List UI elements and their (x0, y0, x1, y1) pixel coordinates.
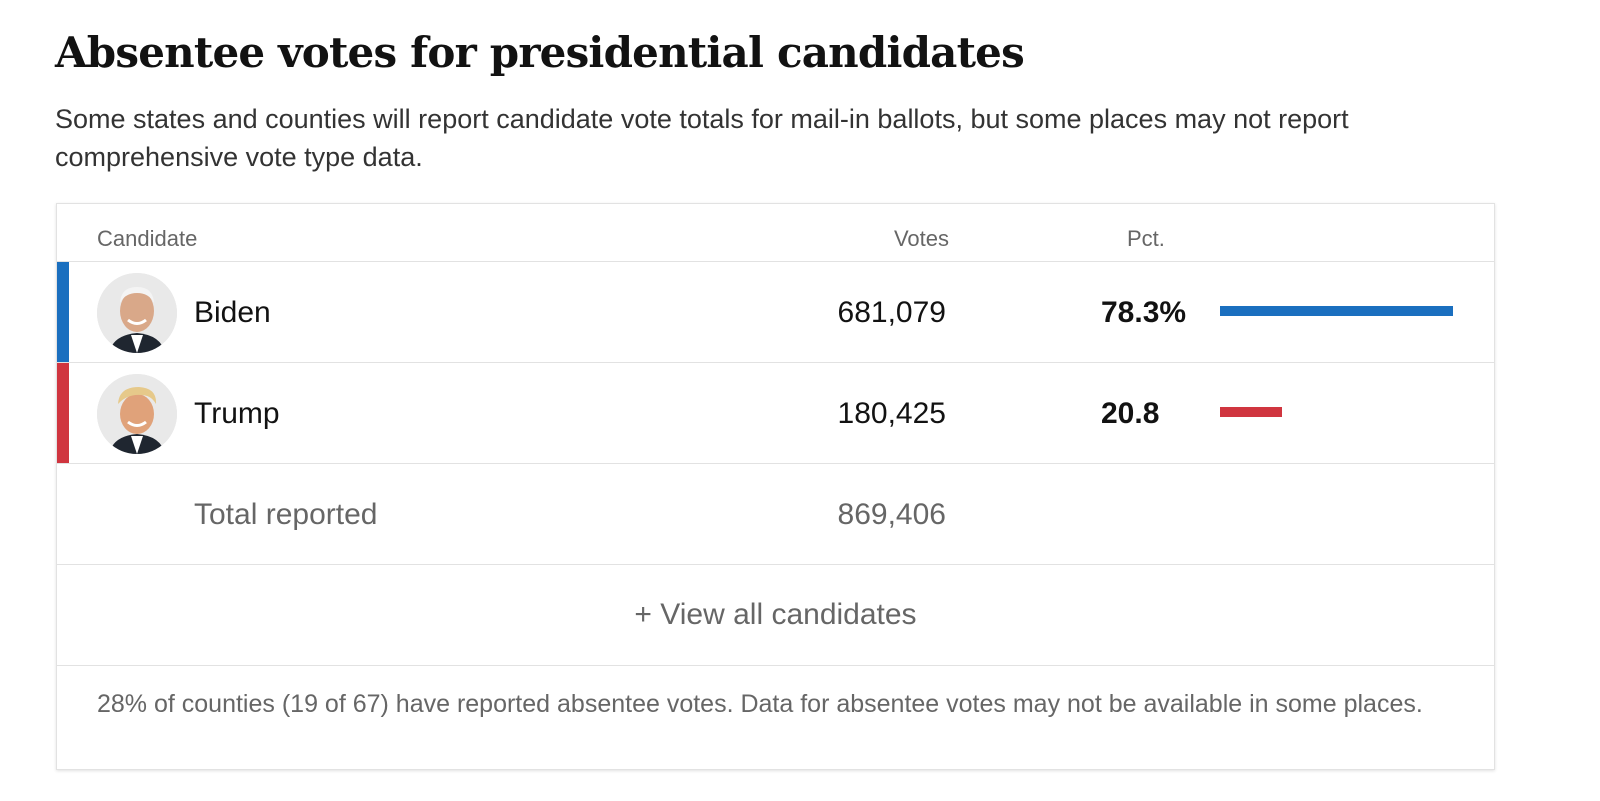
candidate-pct: 78.3% (1101, 296, 1187, 329)
candidate-avatar-trump (97, 374, 177, 454)
absentee-results-table: Candidate Votes Pct. Biden 681,079 78.3% (56, 203, 1495, 770)
party-stripe (57, 262, 69, 362)
candidate-row-trump: Trump 180,425 20.8 (57, 363, 1494, 464)
candidate-name: Trump (194, 397, 280, 430)
header-votes: Votes (893, 226, 949, 251)
candidate-votes: 681,079 (837, 296, 946, 329)
candidate-pct: 20.8 (1101, 397, 1160, 430)
total-label: Total reported (194, 498, 378, 531)
candidate-name: Biden (194, 296, 271, 329)
header-candidate: Candidate (97, 226, 198, 251)
page-subtitle: Some states and counties will report can… (55, 104, 1349, 172)
view-all-row: + View all candidates (57, 565, 1494, 666)
vote-share-bar (1220, 407, 1282, 417)
header-pct: Pct. (1127, 226, 1165, 251)
page-title: Absentee votes for presidential candidat… (55, 28, 1025, 77)
total-votes: 869,406 (837, 498, 946, 531)
view-all-candidates-button[interactable]: + View all candidates (634, 598, 917, 631)
candidate-avatar-biden (97, 273, 177, 353)
table-header: Candidate Votes Pct. (57, 204, 1494, 262)
candidate-row-biden: Biden 681,079 78.3% (57, 262, 1494, 363)
candidate-portrait-icon (97, 374, 177, 454)
footnote: 28% of counties (19 of 67) have reported… (97, 690, 1423, 718)
vote-share-bar (1220, 306, 1453, 316)
party-stripe (57, 363, 69, 463)
candidate-portrait-icon (97, 273, 177, 353)
candidate-votes: 180,425 (837, 397, 946, 430)
total-row: Total reported 869,406 (57, 464, 1494, 565)
